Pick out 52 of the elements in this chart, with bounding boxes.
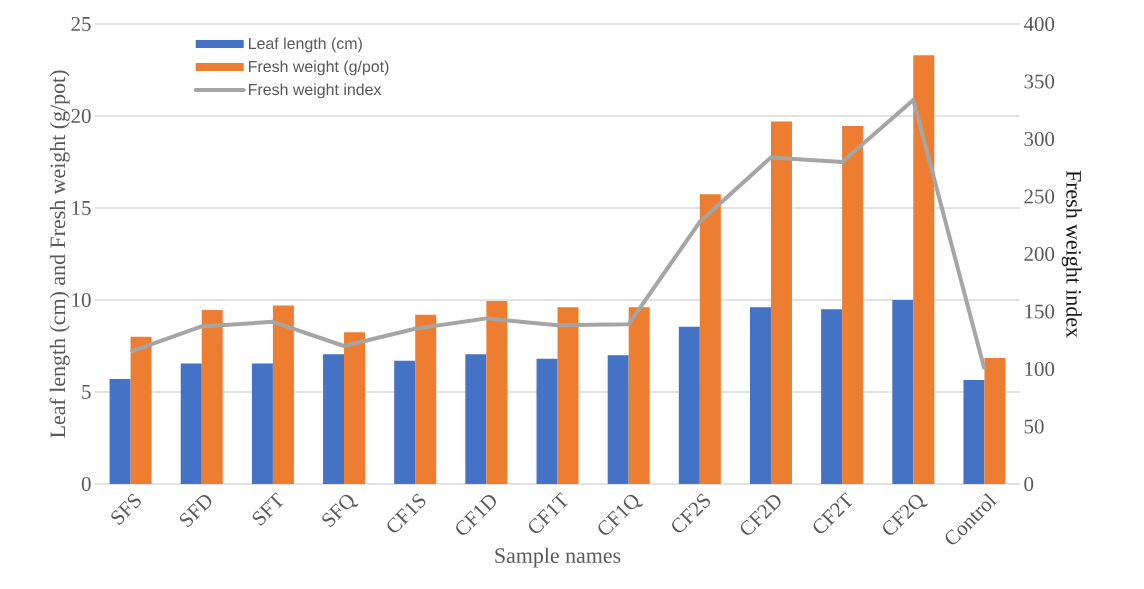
bar bbox=[109, 379, 131, 484]
y2-tick-label: 400 bbox=[1023, 16, 1055, 32]
bar bbox=[699, 194, 721, 484]
y-tick-label: 15 bbox=[72, 200, 91, 215]
x-tick-label: SFT bbox=[252, 492, 284, 526]
bar bbox=[821, 309, 843, 484]
x-tick-label: SFD bbox=[179, 494, 212, 528]
bar bbox=[251, 363, 273, 484]
y2-tick-label: 250 bbox=[1024, 189, 1055, 204]
y-tick-label: 0 bbox=[81, 476, 91, 492]
bar bbox=[486, 300, 508, 484]
legend-label: Fresh weight index bbox=[249, 83, 382, 99]
bar bbox=[749, 307, 771, 484]
bar bbox=[963, 380, 985, 484]
bar bbox=[770, 121, 792, 484]
bar bbox=[180, 363, 202, 484]
legend-label: Fresh weight (g/pot) bbox=[249, 60, 389, 76]
bar bbox=[557, 307, 579, 484]
bar bbox=[465, 354, 487, 484]
y-tick-label: 10 bbox=[72, 292, 91, 308]
bar bbox=[607, 355, 629, 484]
bar bbox=[323, 354, 345, 484]
y-tick-label: 20 bbox=[71, 108, 91, 124]
y-axis-title: Leaf length (cm) and Fresh weight (g/pot) bbox=[49, 70, 70, 438]
y2-tick-label: 100 bbox=[1025, 361, 1055, 377]
bar bbox=[130, 336, 152, 484]
bar bbox=[678, 326, 700, 484]
bar bbox=[892, 299, 914, 484]
bar bbox=[272, 305, 294, 484]
bar bbox=[536, 358, 558, 484]
bar bbox=[394, 360, 416, 484]
line-series bbox=[128, 97, 987, 371]
x-tick-label: SFS bbox=[111, 493, 141, 525]
x-axis-title: Sample names bbox=[495, 547, 621, 568]
y2-tick-label: 50 bbox=[1024, 419, 1044, 434]
y2-tick-label: 200 bbox=[1024, 246, 1055, 262]
y-tick-label: 5 bbox=[82, 385, 91, 399]
x-tick-label: SFQ bbox=[322, 494, 359, 528]
y2-tick-label: 150 bbox=[1025, 304, 1055, 319]
bar bbox=[984, 357, 1006, 484]
y2-tick-label: 350 bbox=[1024, 74, 1055, 89]
y-tick-label: 25 bbox=[71, 16, 91, 32]
bar bbox=[344, 332, 366, 484]
bar bbox=[842, 126, 864, 484]
bar bbox=[415, 314, 437, 484]
bar bbox=[913, 55, 935, 484]
y2-tick-label: 300 bbox=[1024, 131, 1055, 147]
legend-label: Leaf length (cm) bbox=[249, 37, 362, 53]
y2-axis-title: Fresh weight index bbox=[1061, 170, 1082, 338]
bar bbox=[201, 310, 223, 484]
y2-tick-label: 0 bbox=[1024, 476, 1034, 492]
bar bbox=[628, 307, 650, 484]
